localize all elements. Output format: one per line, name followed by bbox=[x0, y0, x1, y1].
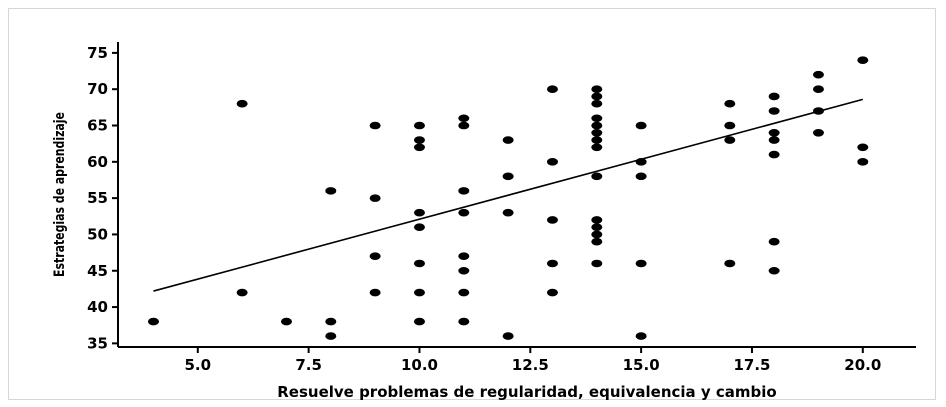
fit-line-group bbox=[153, 98, 864, 292]
data-point bbox=[635, 332, 647, 340]
data-point bbox=[458, 208, 470, 217]
data-point bbox=[458, 187, 470, 195]
data-point bbox=[768, 107, 780, 115]
data-point bbox=[325, 317, 337, 326]
data-point bbox=[591, 99, 603, 108]
data-point bbox=[413, 317, 425, 326]
data-point bbox=[724, 99, 736, 108]
data-point bbox=[857, 56, 869, 64]
x-tick-label: 20.0 bbox=[844, 356, 881, 374]
data-point bbox=[591, 172, 603, 181]
y-tick-label: 40 bbox=[87, 298, 108, 316]
x-ticks: 5.0 7.5 10.0 12.5 15.0 17.5 20.0 bbox=[185, 347, 881, 374]
data-point bbox=[768, 266, 780, 275]
data-point bbox=[591, 85, 603, 94]
y-tick-label: 55 bbox=[87, 189, 108, 207]
data-point bbox=[591, 114, 603, 123]
data-point bbox=[768, 136, 780, 144]
data-point bbox=[502, 332, 514, 340]
data-point bbox=[546, 216, 558, 224]
data-point bbox=[857, 143, 869, 152]
data-point bbox=[546, 158, 558, 166]
data-point bbox=[458, 266, 470, 275]
data-point bbox=[502, 136, 514, 144]
data-point bbox=[546, 259, 558, 268]
data-point bbox=[413, 121, 425, 130]
x-axis-label: Resuelve problemas de regularidad, equiv… bbox=[277, 383, 776, 401]
data-point bbox=[635, 158, 647, 166]
data-point bbox=[458, 288, 470, 297]
data-point bbox=[369, 121, 381, 130]
chart-frame bbox=[8, 8, 936, 400]
data-point bbox=[502, 172, 514, 181]
data-point bbox=[591, 136, 603, 144]
data-point bbox=[236, 288, 248, 297]
data-point bbox=[724, 121, 736, 130]
y-tick-label: 70 bbox=[87, 80, 108, 98]
y-tick-label: 75 bbox=[87, 44, 108, 62]
data-point bbox=[591, 230, 603, 239]
axes bbox=[117, 42, 916, 348]
data-point bbox=[591, 128, 603, 137]
data-point bbox=[413, 259, 425, 268]
data-point bbox=[546, 288, 558, 297]
data-point bbox=[458, 317, 470, 326]
data-point bbox=[413, 143, 425, 152]
data-point bbox=[812, 107, 824, 115]
data-point bbox=[635, 172, 647, 181]
data-point bbox=[413, 288, 425, 297]
data-point bbox=[812, 85, 824, 94]
data-point bbox=[591, 143, 603, 152]
data-point bbox=[591, 259, 603, 268]
data-point bbox=[369, 194, 381, 202]
data-point bbox=[591, 92, 603, 101]
data-point bbox=[413, 223, 425, 231]
data-point bbox=[812, 70, 824, 79]
fit-line bbox=[153, 98, 864, 292]
y-tick-label: 60 bbox=[87, 153, 108, 171]
data-point bbox=[591, 237, 603, 246]
data-point bbox=[812, 128, 824, 137]
x-tick-label: 10.0 bbox=[401, 356, 438, 374]
data-point bbox=[635, 121, 647, 130]
data-point bbox=[502, 208, 514, 217]
data-point bbox=[413, 208, 425, 217]
data-point bbox=[635, 259, 647, 268]
y-tick-label: 65 bbox=[87, 117, 108, 135]
data-point bbox=[458, 252, 470, 261]
data-point bbox=[591, 121, 603, 130]
x-tick-label: 5.0 bbox=[185, 356, 212, 374]
data-point bbox=[413, 136, 425, 144]
data-point bbox=[857, 158, 869, 166]
data-point bbox=[369, 252, 381, 261]
data-point bbox=[591, 216, 603, 224]
data-point bbox=[369, 288, 381, 297]
data-point bbox=[147, 317, 159, 326]
x-tick-label: 7.5 bbox=[295, 356, 322, 374]
data-point bbox=[724, 136, 736, 144]
data-point bbox=[236, 99, 248, 108]
data-point bbox=[768, 128, 780, 137]
data-point bbox=[546, 85, 558, 94]
data-point bbox=[458, 114, 470, 123]
x-tick-label: 15.0 bbox=[623, 356, 660, 374]
data-point bbox=[458, 121, 470, 130]
data-point bbox=[325, 332, 337, 340]
data-point bbox=[280, 317, 292, 326]
data-point bbox=[591, 223, 603, 231]
x-tick-label: 12.5 bbox=[512, 356, 549, 374]
y-tick-label: 35 bbox=[87, 334, 108, 352]
y-ticks: 35 40 45 50 55 60 65 70 75 bbox=[87, 44, 118, 352]
data-point bbox=[724, 259, 736, 268]
data-point bbox=[768, 237, 780, 246]
x-tick-label: 17.5 bbox=[733, 356, 770, 374]
data-point bbox=[768, 150, 780, 159]
y-tick-label: 50 bbox=[87, 225, 108, 243]
y-axis-label: Estrategias de aprendizaje bbox=[51, 112, 68, 277]
y-tick-label: 45 bbox=[87, 262, 108, 280]
data-point bbox=[325, 187, 337, 195]
points bbox=[147, 56, 869, 340]
data-point bbox=[768, 92, 780, 101]
